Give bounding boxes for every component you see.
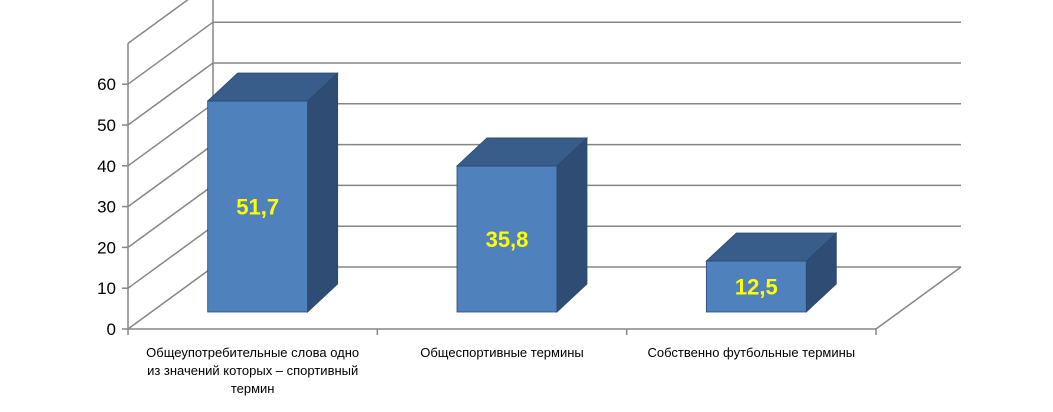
y-tick-label: 40 xyxy=(97,157,116,176)
gridline-side xyxy=(127,103,214,167)
x-category-label: термин xyxy=(231,381,275,396)
x-category-label: Общеупотребительные слова одно xyxy=(146,345,359,360)
bar-front-face xyxy=(456,165,558,313)
axis-layer xyxy=(122,43,877,335)
bar-top-face xyxy=(206,72,339,102)
y-tick-label: 50 xyxy=(97,116,116,135)
bar xyxy=(206,72,339,313)
bar-data-label: 51,7 xyxy=(236,195,279,220)
bar-front-face xyxy=(705,260,807,313)
gridline-side xyxy=(127,21,214,85)
y-tick-label: 0 xyxy=(107,320,116,339)
gridline-side xyxy=(127,225,214,289)
bar xyxy=(705,232,838,313)
y-tick-label: 30 xyxy=(97,198,116,217)
gridline-side xyxy=(127,184,214,249)
bar-layer xyxy=(206,72,838,313)
bar-side-face xyxy=(307,72,339,313)
x-category-label: Общеспортивные термины xyxy=(420,345,584,360)
label-layer: 0 10 20 30 40 50 60 51,7 Общеупотребительные сло… xyxy=(97,75,855,396)
bar-side-face xyxy=(556,137,588,313)
floor-right-edge xyxy=(875,266,962,330)
bar-data-label: 12,5 xyxy=(735,275,778,300)
y-tick-label: 10 xyxy=(97,279,116,298)
gridline-side xyxy=(127,62,214,126)
y-tick-label: 60 xyxy=(97,75,116,94)
y-tick-label: 20 xyxy=(97,238,116,257)
gridline-side xyxy=(127,143,214,208)
x-category-label: из значений которых – спортивный xyxy=(147,363,358,378)
bar-front-face xyxy=(207,100,309,313)
bar-top-face xyxy=(705,232,838,262)
x-category-label: Собственно футбольные термины xyxy=(647,345,855,360)
bar-data-label: 35,8 xyxy=(486,227,529,252)
gridline-side xyxy=(127,0,189,45)
gridline-side xyxy=(127,266,214,330)
bar xyxy=(455,137,589,313)
bar-top-face xyxy=(455,137,589,167)
